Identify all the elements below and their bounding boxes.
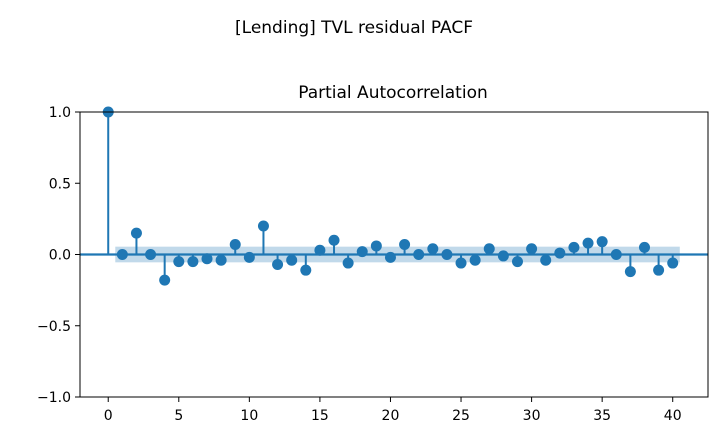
stem-marker [384, 251, 396, 263]
x-tick-label: 5 [174, 408, 183, 424]
stem-marker [624, 266, 636, 278]
stem-marker [187, 256, 199, 268]
y-tick-label: 0.5 [49, 176, 71, 192]
stem-marker [427, 243, 439, 255]
stem-marker [173, 256, 185, 268]
stem-marker [483, 243, 495, 255]
stem-marker [145, 249, 157, 260]
stem-marker [497, 250, 509, 262]
figure-suptitle: [Lending] TVL residual PACF [235, 18, 473, 38]
stem-marker [399, 239, 411, 251]
stem-marker [540, 254, 552, 266]
stem-marker [130, 227, 142, 239]
stem-marker [413, 249, 425, 260]
stem-marker [229, 239, 241, 251]
x-tick-label: 25 [452, 408, 470, 424]
stem-marker [526, 243, 538, 255]
y-tick-label: 0.0 [49, 248, 71, 264]
stem-marker [596, 236, 608, 248]
stem-marker [257, 220, 269, 232]
x-tick-label: 35 [593, 408, 611, 424]
stem-marker [243, 251, 255, 263]
stem-marker [653, 264, 665, 276]
y-tick-label: 1.0 [49, 105, 71, 121]
stem-marker [201, 253, 213, 265]
stem-marker [610, 249, 622, 260]
stem-marker [314, 244, 326, 256]
plot-area: 0 5 10 15 20 25 30 35 40 1.0 0.5 0.0 −0.5 −1.0 [37, 105, 709, 424]
stem-marker [328, 234, 340, 246]
x-tick-label: 10 [240, 408, 258, 424]
x-tick-label: 0 [104, 408, 113, 424]
stem-marker [667, 257, 679, 269]
stem-marker [272, 258, 284, 270]
stem-marker [455, 257, 467, 269]
stem-marker [511, 256, 523, 268]
y-tick-label: −0.5 [37, 319, 71, 335]
stem-marker [215, 254, 227, 266]
stem-marker [370, 240, 382, 252]
stem-marker [356, 246, 368, 258]
y-tick-label: −1.0 [37, 390, 71, 406]
stem-marker [286, 254, 298, 266]
x-tick-label: 40 [664, 408, 682, 424]
stem-marker [554, 247, 566, 259]
axes-title: Partial Autocorrelation [298, 83, 488, 103]
stem-marker [159, 274, 171, 286]
x-tick-label: 20 [382, 408, 400, 424]
stem-marker [342, 257, 354, 269]
stem-marker [469, 254, 481, 266]
stem-marker [300, 264, 312, 276]
stem-marker [441, 249, 453, 260]
stem-marker [638, 241, 650, 253]
stem-marker [116, 249, 128, 260]
stem-marker [582, 237, 594, 249]
x-tick-label: 30 [523, 408, 541, 424]
stem-marker [568, 241, 580, 253]
x-tick-label: 15 [311, 408, 329, 424]
